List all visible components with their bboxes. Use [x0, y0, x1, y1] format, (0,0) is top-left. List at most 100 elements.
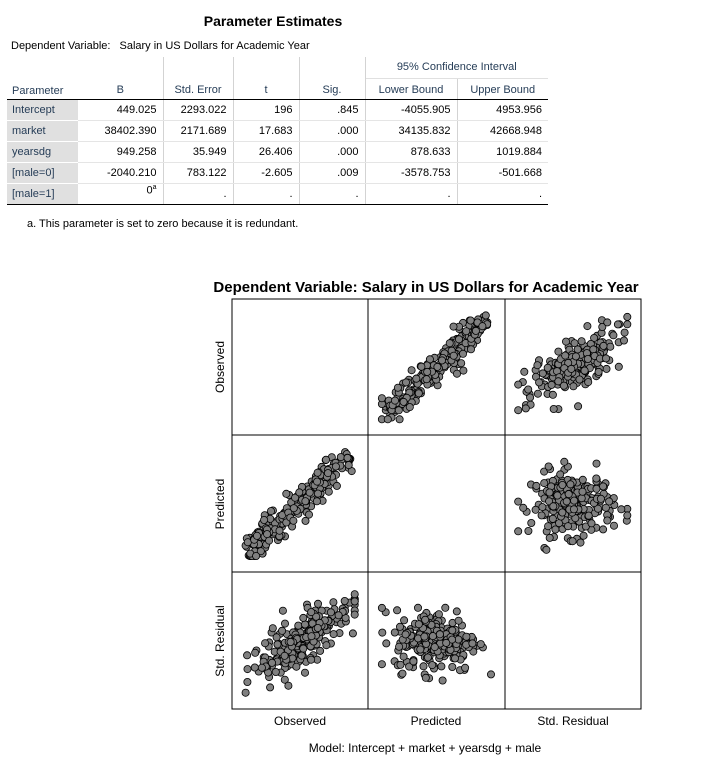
scatter-point: [399, 652, 408, 661]
scatter-point: [243, 665, 252, 674]
scatter-point: [540, 479, 549, 488]
scatter-point: [252, 552, 261, 561]
scatter-point: [542, 545, 551, 554]
scatter-point: [599, 525, 608, 534]
scatter-point: [535, 378, 544, 387]
scatter-point: [442, 638, 451, 647]
scatter-point: [527, 519, 536, 528]
scatter-point: [583, 322, 592, 331]
scatter-point: [545, 533, 554, 542]
cell-std-error: 783.122: [163, 162, 234, 184]
scatter-point: [462, 632, 471, 641]
cell-std-error: 35.949: [163, 141, 234, 163]
parameter-estimates-table: Parameter B Std. Error t Sig. 95% Confid…: [7, 57, 548, 205]
scatter-point: [445, 339, 454, 348]
cell-std-error: 2293.022: [163, 99, 234, 121]
scatter-point: [400, 616, 409, 625]
scatter-point: [468, 639, 477, 648]
scatter-point: [438, 676, 447, 685]
cell-b: 0a: [78, 183, 164, 205]
scatter-point: [250, 663, 259, 672]
scatter-point: [620, 328, 629, 337]
scatter-point: [437, 356, 446, 365]
cell-t: .: [233, 183, 300, 205]
scatter-point: [573, 345, 582, 354]
scatter-point: [313, 599, 322, 608]
scatter-point: [395, 642, 404, 651]
scatterplot-matrix: Dependent Variable: Salary in US Dollars…: [213, 279, 642, 755]
scatter-point: [307, 655, 316, 664]
row-label-std-residual: Std. Residual: [213, 605, 227, 676]
scatter-point: [393, 606, 402, 615]
scatter-point: [271, 668, 280, 677]
scatter-point: [280, 651, 289, 660]
scatter-point: [533, 361, 542, 370]
scatter-point: [524, 527, 533, 536]
scatter-point: [251, 648, 260, 657]
scatter-point: [623, 312, 632, 321]
scatter-point: [623, 511, 632, 520]
scatter-point: [301, 516, 310, 525]
scatter-point: [266, 683, 275, 692]
scatter-point: [278, 626, 287, 635]
scatter-point: [583, 354, 592, 363]
scatter-point: [344, 461, 353, 470]
scatter-point: [326, 608, 335, 617]
scatter-point: [261, 639, 270, 648]
scatter-point: [596, 494, 605, 503]
cell-sig: .845: [299, 99, 366, 121]
dependent-variable-value: Salary in US Dollars for Academic Year: [119, 40, 310, 52]
scatter-point: [263, 530, 272, 539]
scatter-point: [409, 657, 418, 666]
cell-b: 949.258: [78, 141, 164, 163]
scatter-point: [457, 359, 466, 368]
scatter-point: [421, 615, 430, 624]
scatter-point: [422, 375, 431, 384]
scatter-point: [260, 516, 269, 525]
scatter-point: [313, 477, 322, 486]
scatter-point: [569, 382, 578, 391]
scatter-point: [617, 505, 626, 514]
column-label-observed: Observed: [274, 714, 326, 728]
scatter-point: [514, 406, 523, 415]
scatter-point: [272, 633, 281, 642]
scatter-point: [452, 369, 461, 378]
scatter-point: [594, 504, 603, 513]
scatter-point: [579, 531, 588, 540]
scatter-point: [486, 670, 495, 679]
scatter-point: [405, 662, 414, 671]
scatter-point: [336, 453, 345, 462]
scatter-point: [556, 470, 565, 479]
scatter-point: [544, 522, 553, 531]
scatter-point: [471, 326, 480, 335]
scatter-point: [297, 651, 306, 660]
scatter-point: [304, 510, 313, 519]
column-header-sig: Sig.: [299, 57, 366, 100]
scatter-point: [278, 606, 287, 615]
scatter-point: [377, 603, 386, 612]
scatter-point: [414, 389, 423, 398]
cell-lower-bound: 878.633: [365, 141, 458, 163]
table-row: [male=0] -2040.210 783.122 -2.605 .009 -…: [7, 162, 548, 184]
scatter-point: [267, 658, 276, 667]
scatter-point: [567, 364, 576, 373]
scatter-point: [564, 490, 573, 499]
cell-t: -2.605: [233, 162, 300, 184]
cell-lower-bound: -4055.905: [365, 99, 458, 121]
cell-b: -2040.210: [78, 162, 164, 184]
scatter-point: [514, 527, 523, 536]
scatter-point: [434, 610, 443, 619]
scatter-point: [312, 612, 321, 621]
scatter-point: [514, 497, 523, 506]
scatter-point: [268, 624, 277, 633]
dependent-variable-line: Dependent Variable: Salary in US Dollars …: [11, 40, 310, 52]
scatter-point: [602, 364, 611, 373]
footnote-marker: a: [152, 183, 157, 191]
scatter-point: [603, 318, 612, 327]
scatter-point: [307, 632, 316, 641]
cell-t: 17.683: [233, 120, 300, 142]
scatter-point: [564, 522, 573, 531]
scatter-point: [334, 611, 343, 620]
scatter-point: [428, 632, 437, 641]
scatter-point: [571, 352, 580, 361]
